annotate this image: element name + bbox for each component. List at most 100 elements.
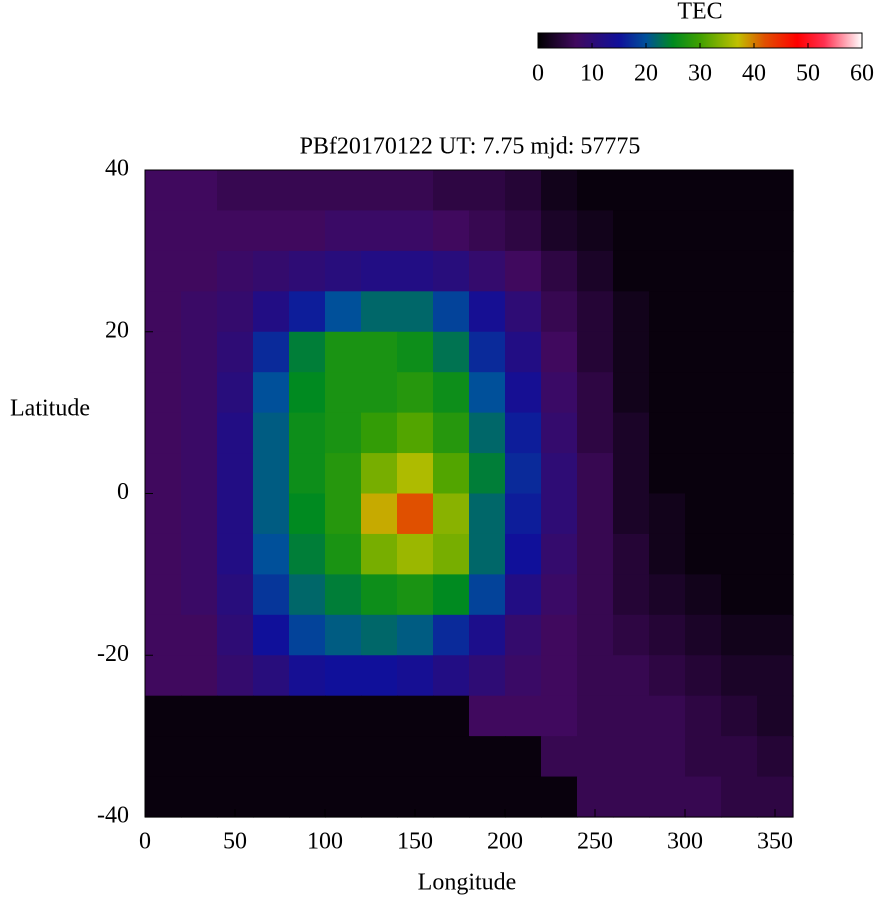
- heatmap-cell: [577, 493, 614, 535]
- heatmap-cell: [217, 533, 254, 575]
- heatmap-cell: [181, 493, 218, 535]
- heatmap-cell: [541, 453, 578, 495]
- heatmap-cell: [721, 170, 758, 212]
- heatmap-cell: [145, 170, 182, 212]
- heatmap-cell: [721, 533, 758, 575]
- heatmap-cell: [757, 493, 794, 535]
- heatmap-cell: [325, 533, 362, 575]
- heatmap-cell: [469, 250, 506, 292]
- heatmap-cell: [361, 210, 398, 252]
- heatmap-cell: [505, 695, 542, 737]
- heatmap-cell: [433, 291, 470, 333]
- heatmap-cell: [505, 170, 542, 212]
- heatmap-cell: [361, 655, 398, 697]
- heatmap-cell: [505, 574, 542, 616]
- heatmap-cell: [145, 736, 182, 778]
- heatmap-cell: [145, 331, 182, 373]
- heatmap-cell: [289, 736, 326, 778]
- heatmap-cell: [685, 655, 722, 697]
- heatmap-cell: [253, 372, 290, 414]
- heatmap-cell: [181, 655, 218, 697]
- heatmap-cell: [397, 331, 434, 373]
- heatmap-cell: [361, 493, 398, 535]
- heatmap-cell: [289, 170, 326, 212]
- heatmap-cell: [325, 250, 362, 292]
- x-tick-label: 150: [397, 829, 433, 855]
- heatmap-cell: [181, 736, 218, 778]
- heatmap-cell: [289, 331, 326, 373]
- heatmap-cell: [721, 210, 758, 252]
- heatmap-cell: [397, 170, 434, 212]
- heatmap-cell: [289, 412, 326, 454]
- heatmap-cell: [433, 170, 470, 212]
- heatmap-cell: [541, 170, 578, 212]
- heatmap-cell: [757, 372, 794, 414]
- heatmap-cell: [253, 291, 290, 333]
- heatmap-cell: [505, 372, 542, 414]
- heatmap-cell: [289, 776, 326, 818]
- heatmap-cell: [289, 453, 326, 495]
- heatmap-cell: [325, 170, 362, 212]
- heatmap-cell: [181, 614, 218, 656]
- heatmap-cell: [613, 736, 650, 778]
- heatmap-cell: [361, 372, 398, 414]
- heatmap-cell: [613, 655, 650, 697]
- heatmap-cell: [361, 250, 398, 292]
- heatmap-cell: [469, 170, 506, 212]
- heatmap-cell: [613, 170, 650, 212]
- heatmap-cell: [685, 453, 722, 495]
- heatmap-cell: [181, 372, 218, 414]
- heatmap-cell: [433, 614, 470, 656]
- heatmap-cell: [433, 453, 470, 495]
- heatmap-cell: [613, 250, 650, 292]
- x-tick-label: 50: [223, 829, 247, 855]
- heatmap-cell: [217, 331, 254, 373]
- heatmap-cell: [145, 412, 182, 454]
- heatmap-cell: [469, 533, 506, 575]
- heatmap-cell: [541, 493, 578, 535]
- heatmap-cell: [613, 695, 650, 737]
- heatmap-cell: [541, 533, 578, 575]
- heatmap-cell: [145, 453, 182, 495]
- heatmap-cell: [613, 533, 650, 575]
- heatmap-cell: [577, 736, 614, 778]
- heatmap-cell: [361, 331, 398, 373]
- heatmap-cell: [289, 533, 326, 575]
- heatmap-cell: [397, 210, 434, 252]
- heatmap-cell: [721, 493, 758, 535]
- heatmap-cell: [361, 533, 398, 575]
- heatmap-cell: [757, 250, 794, 292]
- heatmap-cell: [433, 412, 470, 454]
- colorbar-tick-label: 50: [796, 61, 820, 87]
- heatmap-cell: [505, 250, 542, 292]
- heatmap-cell: [541, 291, 578, 333]
- heatmap-cell: [253, 695, 290, 737]
- heatmap-cell: [685, 493, 722, 535]
- heatmap-cell: [505, 210, 542, 252]
- heatmap-cell: [433, 331, 470, 373]
- heatmap-cell: [577, 614, 614, 656]
- heatmap-cell: [649, 533, 686, 575]
- heatmap-cell: [505, 493, 542, 535]
- heatmap-cell: [217, 372, 254, 414]
- heatmap-cell: [181, 533, 218, 575]
- heatmap-cell: [541, 210, 578, 252]
- heatmap-cell: [469, 331, 506, 373]
- heatmap-cell: [577, 170, 614, 212]
- heatmap-cell: [433, 493, 470, 535]
- heatmap-cell: [289, 250, 326, 292]
- heatmap-cell: [253, 655, 290, 697]
- heatmap-cell: [757, 210, 794, 252]
- heatmap-cell: [757, 574, 794, 616]
- heatmap-cell: [253, 170, 290, 212]
- heatmap-cell: [397, 736, 434, 778]
- heatmap-cell: [397, 655, 434, 697]
- heatmap-cell: [577, 695, 614, 737]
- x-tick-label: 350: [757, 829, 793, 855]
- heatmap-cell: [289, 695, 326, 737]
- heatmap-cell: [505, 655, 542, 697]
- heatmap-cell: [397, 695, 434, 737]
- heatmap-cell: [217, 655, 254, 697]
- heatmap-cell: [721, 331, 758, 373]
- heatmap-cell: [397, 250, 434, 292]
